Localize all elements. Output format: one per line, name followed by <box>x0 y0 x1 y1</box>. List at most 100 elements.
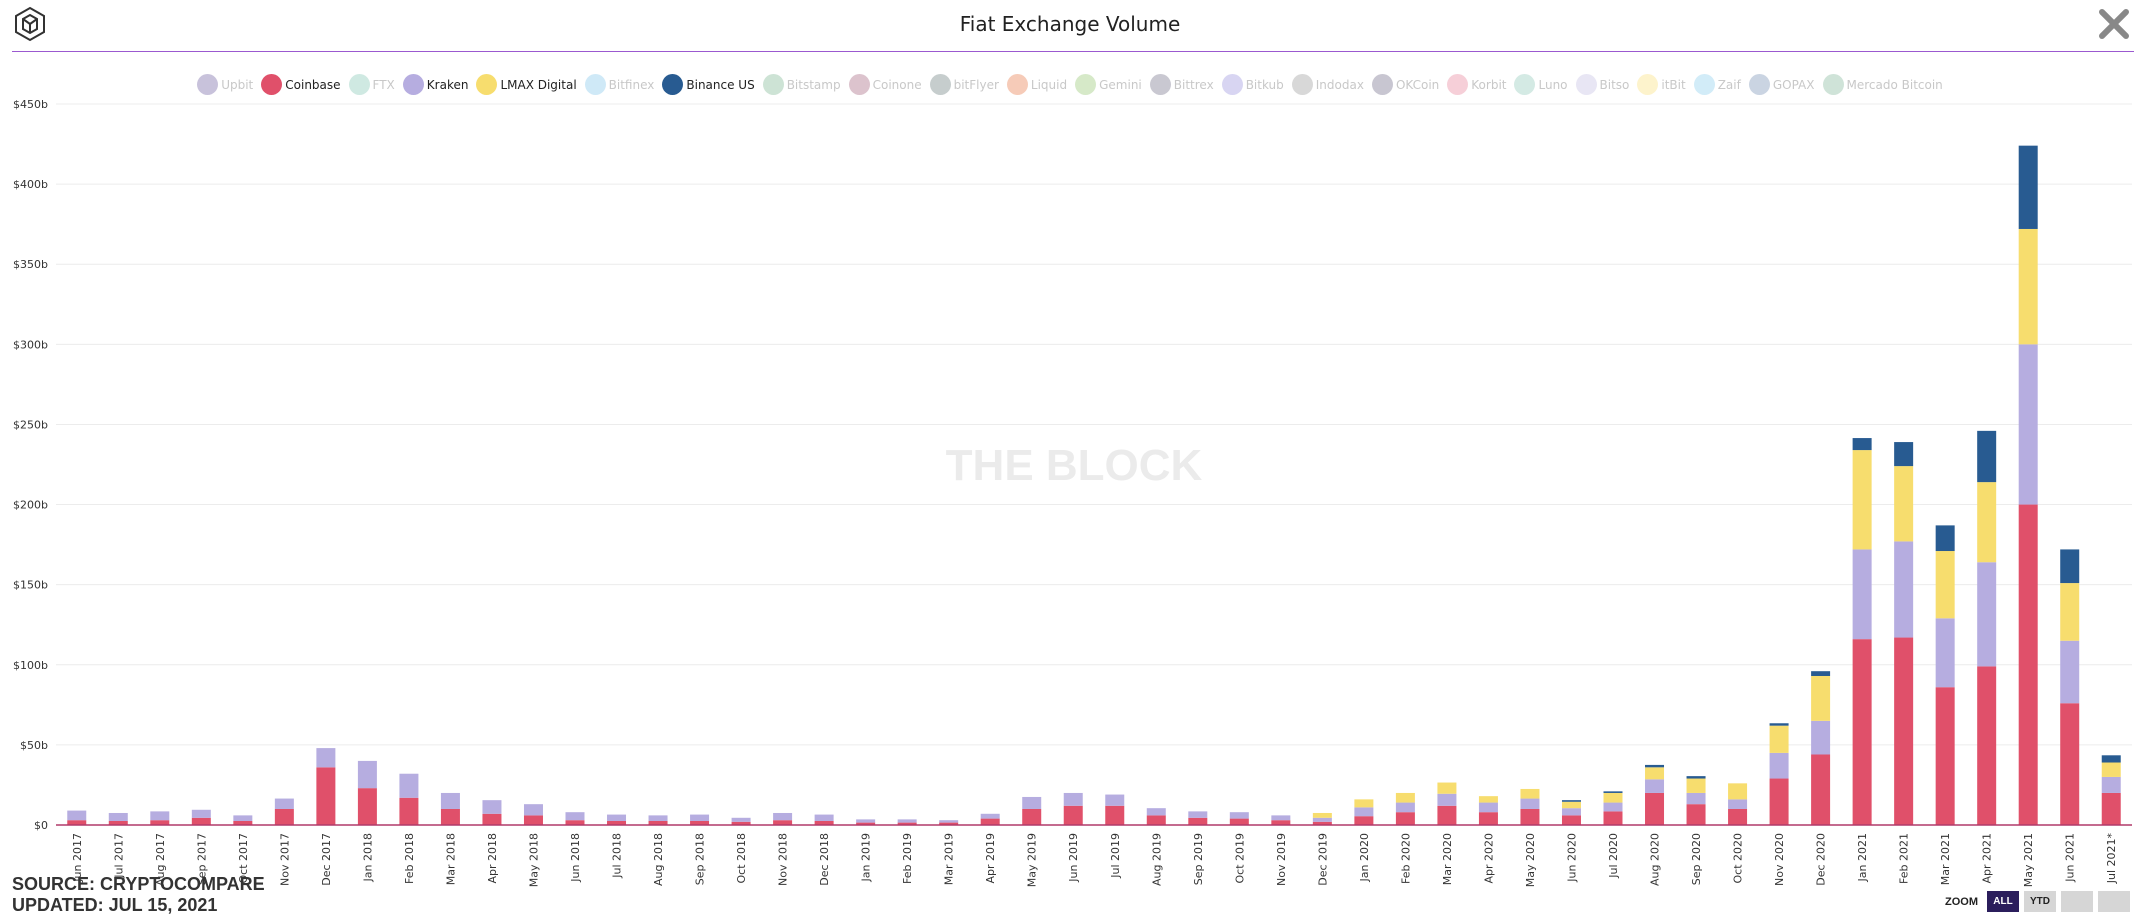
y-tick-label: $0 <box>34 819 48 832</box>
legend-item-gemini[interactable]: Gemini <box>1075 74 1142 95</box>
bar-coinbase <box>1894 637 1914 825</box>
zoom-button-4[interactable] <box>2098 891 2130 912</box>
legend-dot-icon <box>1822 74 1844 95</box>
x-tick-label: Jun 2017 <box>71 833 84 883</box>
x-tick-label: Jan 2018 <box>361 833 374 882</box>
legend-label: Indodax <box>1315 77 1364 92</box>
x-tick-label: Feb 2021 <box>1898 833 1911 884</box>
bar-coinbase <box>1686 804 1706 825</box>
bar-binance-us <box>1769 723 1789 726</box>
bar-kraken <box>1935 618 1955 688</box>
legend-label: Bitso <box>1599 77 1630 92</box>
legend-dot-icon <box>1221 74 1243 95</box>
legend-item-coinone[interactable]: Coinone <box>848 74 922 95</box>
bar-lmax-digital <box>1437 782 1457 794</box>
bar-coinbase <box>1312 821 1332 825</box>
zoom-button-ytd[interactable]: YTD <box>2024 891 2056 912</box>
bar-kraken <box>1105 794 1125 806</box>
legend-dot-icon <box>261 74 283 95</box>
legend-label: Coinbase <box>285 77 341 92</box>
legend-label: Korbit <box>1471 77 1507 92</box>
x-tick-label: Feb 2019 <box>901 833 914 884</box>
x-tick-label: Aug 2019 <box>1150 833 1163 886</box>
y-tick-label: $450b <box>13 98 48 111</box>
the-block-logo-icon[interactable] <box>12 6 48 42</box>
bar-kraken <box>1728 799 1748 809</box>
bar-coinbase <box>440 808 460 825</box>
bar-lmax-digital <box>1811 675 1831 721</box>
updated-text: UPDATED: JUL 15, 2021 <box>12 895 218 915</box>
bar-coinbase <box>1852 639 1872 825</box>
bar-coinbase <box>274 808 294 825</box>
legend-item-bitflyer[interactable]: bitFlyer <box>929 74 999 95</box>
bar-coinbase <box>690 820 710 825</box>
bar-coinbase <box>648 820 668 825</box>
legend-item-coinbase[interactable]: Coinbase <box>261 74 341 95</box>
legend-item-binance-us[interactable]: Binance US <box>662 74 755 95</box>
legend-item-kraken[interactable]: Kraken <box>402 74 468 95</box>
x-tick-label: Aug 2020 <box>1649 833 1662 886</box>
bar-lmax-digital <box>1561 801 1581 809</box>
watermark: THE BLOCK <box>946 441 1203 490</box>
legend-dot-icon <box>1371 74 1393 95</box>
y-tick-label: $150b <box>13 579 48 592</box>
legend-item-bitkub[interactable]: Bitkub <box>1221 74 1284 95</box>
bar-kraken <box>67 810 87 821</box>
bar-kraken <box>1894 541 1914 638</box>
bar-binance-us <box>1603 791 1623 793</box>
x-tick-label: May 2021 <box>2022 833 2035 887</box>
legend-item-liquid[interactable]: Liquid <box>1006 74 1067 95</box>
bar-kraken <box>1395 802 1415 813</box>
x-tick-label: Jun 2020 <box>1565 833 1578 883</box>
legend-label: Binance US <box>686 77 755 92</box>
bar-kraken <box>1645 779 1665 793</box>
legend-dot-icon <box>848 74 870 95</box>
zoom-button-all[interactable]: ALL <box>1987 891 2019 912</box>
bar-coinbase <box>1022 808 1042 825</box>
legend-item-bitso[interactable]: Bitso <box>1575 74 1630 95</box>
legend-dot-icon <box>584 74 606 95</box>
source-text: SOURCE: CRYPTOCOMPARE <box>12 874 265 894</box>
x-tick-label: Sep 2019 <box>1192 833 1205 885</box>
bar-lmax-digital <box>1478 796 1498 803</box>
legend-label: FTX <box>372 77 395 92</box>
bar-coinbase <box>399 797 419 825</box>
bar-kraken <box>399 773 419 798</box>
bar-binance-us <box>1935 525 1955 552</box>
close-icon[interactable] <box>2094 4 2134 44</box>
legend-item-upbit[interactable]: Upbit <box>197 74 253 95</box>
zoom-button-3[interactable] <box>2061 891 2093 912</box>
bar-coinbase <box>1146 815 1166 825</box>
legend-item-itbit[interactable]: itBit <box>1637 74 1686 95</box>
legend-label: Upbit <box>221 77 254 92</box>
legend-item-lmax-digital[interactable]: LMAX Digital <box>476 74 577 95</box>
legend-label: Zaif <box>1717 77 1741 92</box>
legend-item-ftx[interactable]: FTX <box>348 74 395 95</box>
legend-item-gopax[interactable]: GOPAX <box>1748 74 1815 95</box>
x-tick-label: May 2018 <box>527 833 540 887</box>
legend-label: OKCoin <box>1395 77 1440 92</box>
bar-lmax-digital <box>1395 792 1415 803</box>
x-tick-label: Apr 2018 <box>486 833 499 884</box>
bar-lmax-digital <box>1354 799 1374 808</box>
x-tick-label: Dec 2018 <box>818 833 831 886</box>
legend-item-bitstamp[interactable]: Bitstamp <box>762 74 841 95</box>
legend-item-luno[interactable]: Luno <box>1514 74 1568 95</box>
legend-item-bitfinex[interactable]: Bitfinex <box>584 74 655 95</box>
legend-item-zaif[interactable]: Zaif <box>1693 74 1741 95</box>
legend-dot-icon <box>1514 74 1536 95</box>
legend-item-korbit[interactable]: Korbit <box>1447 74 1506 95</box>
legend-item-indodax[interactable]: Indodax <box>1291 74 1364 95</box>
bar-coinbase <box>108 820 128 825</box>
legend-item-bittrex[interactable]: Bittrex <box>1149 74 1214 95</box>
bar-binance-us <box>2101 755 2121 763</box>
bar-coinbase <box>1188 817 1208 825</box>
x-tick-label: Feb 2020 <box>1399 833 1412 884</box>
legend-item-okcoin[interactable]: OKCoin <box>1371 74 1440 95</box>
x-tick-label: May 2019 <box>1026 833 1039 887</box>
legend-dot-icon <box>1575 74 1597 95</box>
legend-item-mercado-bitcoin[interactable]: Mercado Bitcoin <box>1822 74 1943 95</box>
legend-label: Bitfinex <box>608 77 655 92</box>
x-tick-label: Apr 2019 <box>984 833 997 884</box>
